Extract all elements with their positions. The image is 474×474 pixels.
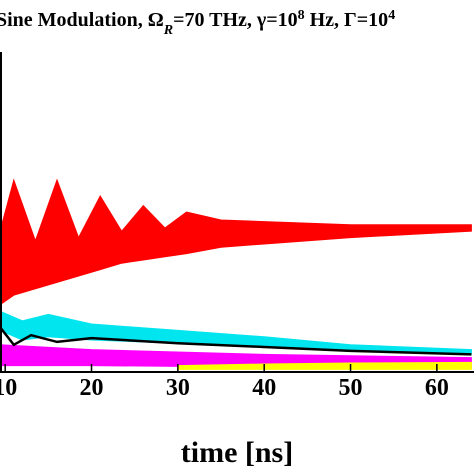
title-part: 4: [388, 8, 395, 23]
title-part: 8: [298, 8, 305, 23]
x-tick-label: 10: [0, 375, 17, 401]
title-part: Sine Modulation, Ω: [0, 9, 164, 31]
x-tick-label: 20: [80, 375, 104, 401]
line: [0, 326, 472, 356]
title-part: Hz, Γ=10: [305, 9, 389, 31]
band: [177, 361, 472, 370]
x-axis-label: time [ns]: [181, 436, 293, 469]
x-tick-label: 60: [425, 375, 449, 401]
band: [0, 178, 472, 306]
x-tick-label: 40: [252, 375, 276, 401]
title-part: R: [163, 23, 173, 38]
chart-title: Sine Modulation, ΩR=70 THz, γ=108 Hz, Γ=…: [0, 8, 395, 38]
x-tick-label: 30: [166, 375, 190, 401]
title-part: =70 THz, γ=10: [173, 9, 298, 31]
band: [0, 310, 472, 355]
x-tick-label: 50: [339, 375, 363, 401]
